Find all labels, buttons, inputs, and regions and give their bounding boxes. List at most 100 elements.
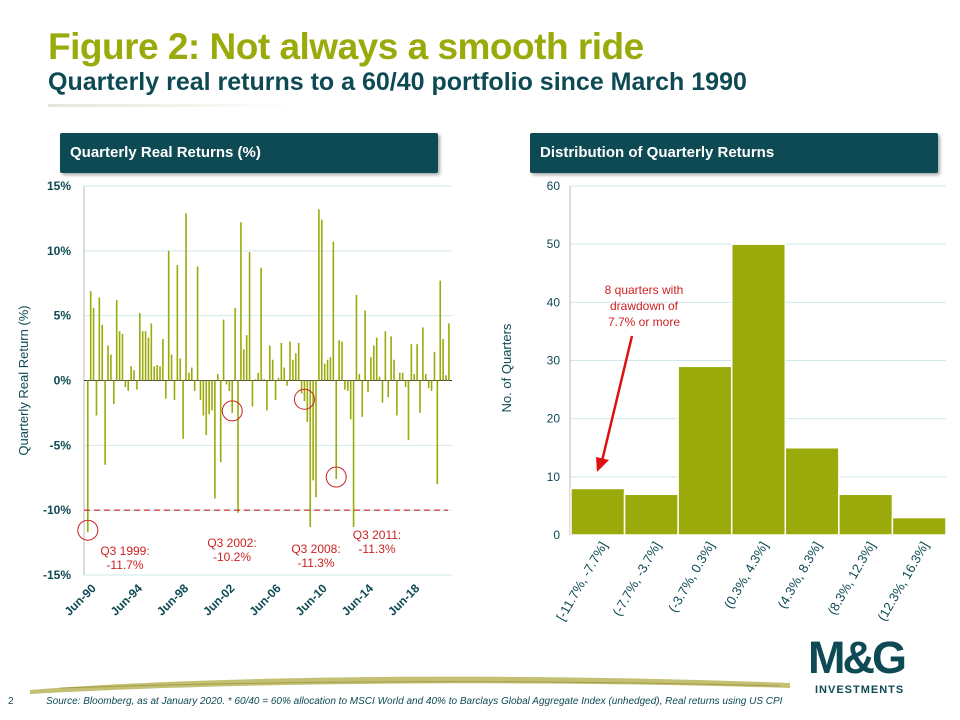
return-bar [312,380,314,481]
return-bar [228,380,231,391]
return-bar [222,319,225,381]
annotation-line: 7.7% or more [608,315,680,329]
return-bar [196,266,199,381]
return-bar [306,380,309,422]
page-number: 2 [8,696,14,707]
category-label: (8.3%, 12.3%] [824,539,878,617]
return-bar [260,267,262,381]
return-bar [355,294,358,381]
return-bar [92,307,95,381]
return-bar [127,380,130,391]
mg-logo: M&G INVESTMENTS [808,632,938,698]
return-bar [370,357,372,381]
return-bar [373,345,375,381]
return-bar [98,297,101,381]
return-bar [124,380,127,387]
return-bar [89,291,92,381]
return-bar [202,380,205,416]
return-bar [159,366,161,381]
category-label: (4.3%, 8.3%] [774,539,824,611]
return-bar [341,341,343,381]
y-tick-label: 10% [47,244,71,258]
return-bar [101,324,104,381]
return-bar [251,380,254,407]
return-bar [292,359,294,381]
annotation-circle [293,388,315,410]
return-bar [416,344,418,381]
return-bar [309,380,312,528]
annotation-value: -10.2% [213,550,251,564]
return-bar [352,380,355,528]
histogram-bar [570,487,626,536]
y-axis-title: Quarterly Real Return (%) [16,305,31,455]
return-bar [231,380,234,413]
return-bar [399,372,401,381]
return-bar [387,380,390,398]
return-bar [448,323,450,381]
y-tick-label: 60 [547,179,561,193]
return-bar [248,252,251,381]
y-tick-label: 10 [547,470,561,484]
return-bar [225,380,228,385]
x-tick-label: Jun-90 [62,581,99,618]
histogram-bar [623,493,679,536]
footer-swoosh [30,676,790,694]
return-bar [121,333,124,381]
annotation-line: drawdown of [610,299,679,313]
return-bar [139,313,141,381]
y-tick-label: 5% [54,309,72,323]
return-bar [384,331,387,381]
return-bar [188,372,190,381]
x-tick-label: Jun-14 [339,581,376,618]
return-bar [277,377,280,381]
return-bar [240,222,242,381]
y-tick-label: 50 [547,237,561,251]
return-bar [445,375,447,381]
distribution-histogram: 60 50 40 30 20 10 0 No. of Quarters [-11.7%, -7.… [499,179,947,623]
return-bar [150,323,153,381]
return-bar [245,335,248,381]
return-bar [110,354,112,381]
annotation-label: Q3 2011: [353,528,401,542]
return-bar [289,341,291,381]
return-bar [393,359,395,381]
return-bar [433,351,436,381]
return-bar [219,380,222,463]
return-bar [286,380,288,386]
return-bar [381,380,384,403]
return-bar [243,349,245,381]
return-bar [185,213,187,381]
return-bar [315,380,317,498]
return-bar [136,380,138,390]
return-bar [404,380,407,387]
y-tick-label: -15% [43,568,71,582]
return-bar [347,380,349,391]
x-tick-label: Jun-02 [200,581,237,618]
x-tick-label: Jun-10 [293,581,330,618]
source-note: Source: Bloomberg, as at January 2020. *… [46,696,783,707]
return-bar [170,354,173,381]
histogram-bar [784,447,840,536]
return-bar [211,380,213,411]
return-bar [326,359,329,381]
return-bar [130,366,132,381]
logo-wordmark: M&G [808,632,907,683]
annotation-label: Q3 2002: [207,536,256,550]
x-tick-label: Jun-98 [154,581,191,618]
x-tick-label: Jun-06 [246,581,283,618]
x-tick-label: Jun-18 [385,581,422,618]
return-bar [271,359,274,381]
return-bar [193,380,196,391]
return-bar [214,380,216,499]
annotation-arrow-shaft [600,335,634,462]
return-bar [295,353,297,381]
return-bar [205,380,208,435]
histogram-bar [838,493,894,536]
return-bar [269,345,271,381]
return-bar [419,380,421,413]
histogram-bar [730,243,787,536]
return-bar [162,339,164,381]
annotation-value: -11.3% [358,542,395,556]
y-tick-label: -10% [43,503,71,517]
